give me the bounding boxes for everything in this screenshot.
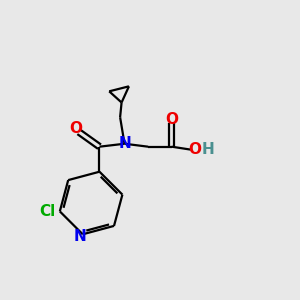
Text: O: O	[69, 121, 82, 136]
Text: N: N	[119, 136, 131, 151]
Text: N: N	[74, 229, 87, 244]
Text: H: H	[202, 142, 214, 157]
Text: Cl: Cl	[39, 204, 56, 219]
Text: O: O	[188, 142, 201, 157]
Text: O: O	[165, 112, 178, 127]
